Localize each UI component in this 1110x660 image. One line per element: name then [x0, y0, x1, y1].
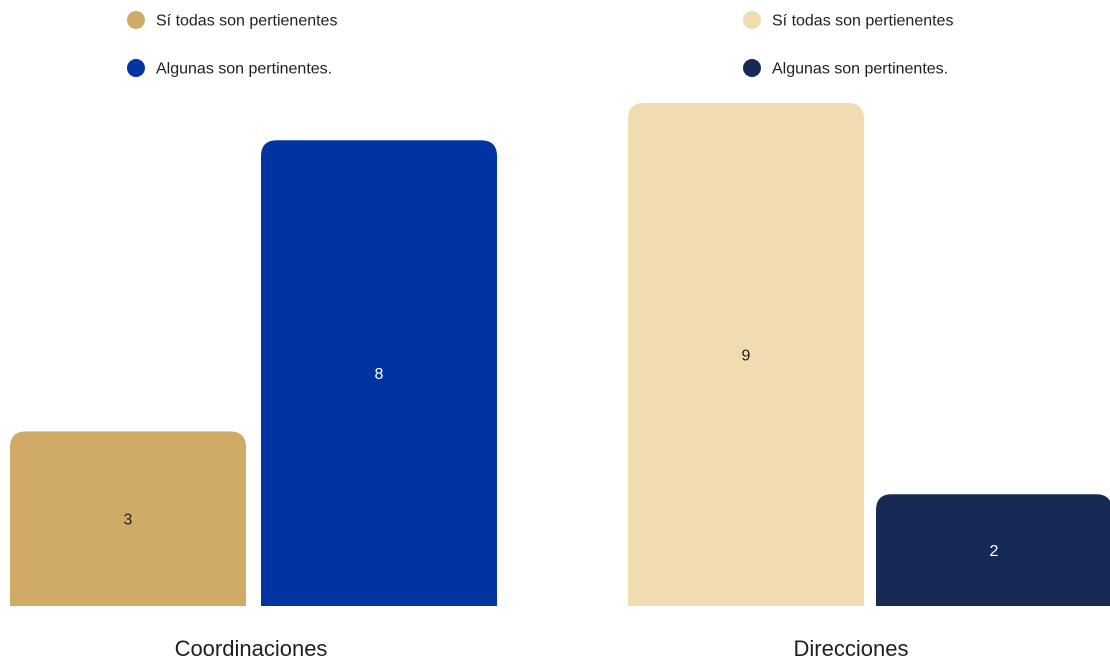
- bar: [10, 431, 246, 606]
- data-label: 8: [375, 366, 384, 383]
- legend-label: Sí todas son pertienentes: [772, 13, 953, 30]
- category-label: Direcciones: [794, 636, 909, 660]
- data-label: 9: [742, 348, 751, 365]
- legend-marker: [127, 11, 145, 29]
- bar: [628, 103, 864, 606]
- legend-marker: [743, 59, 761, 77]
- data-label: 3: [124, 512, 133, 529]
- legend-label: Algunas son pertinentes.: [772, 61, 948, 78]
- chart-panel-1: Sí todas son pertienentes Algunas son per…: [10, 11, 497, 660]
- category-label: Coordinaciones: [175, 636, 328, 660]
- bar: [876, 494, 1110, 606]
- data-label: 2: [990, 543, 999, 560]
- bar: [261, 140, 497, 606]
- legend-marker: [127, 59, 145, 77]
- legend-label: Sí todas son pertienentes: [156, 13, 337, 30]
- chart-panel-2: Sí todas son pertienentes Algunas son per…: [628, 11, 1110, 660]
- legend-label: Algunas son pertinentes.: [156, 61, 332, 78]
- legend-marker: [743, 11, 761, 29]
